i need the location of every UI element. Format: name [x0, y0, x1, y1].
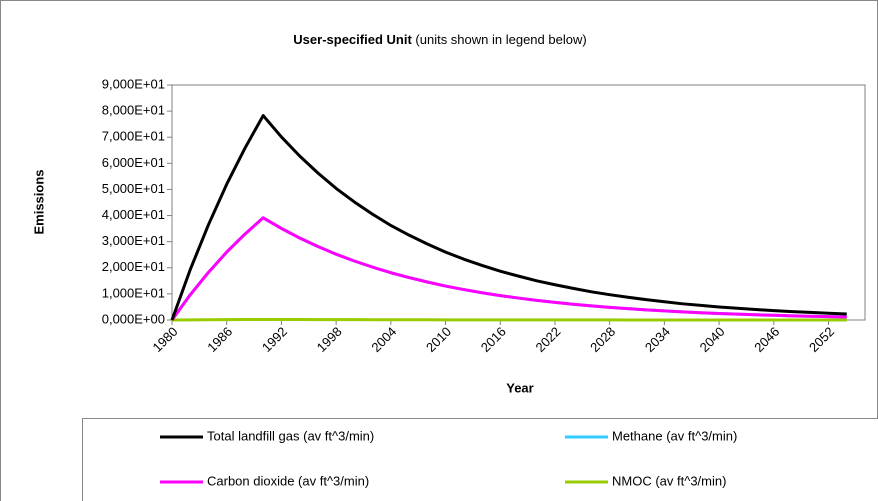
series-line [170, 114, 847, 321]
y-axis-title: Emissions [31, 169, 46, 234]
y-tick-label: 9,000E+01 [102, 76, 165, 91]
legend-label: Methane (av ft^3/min) [612, 428, 737, 443]
y-tick-label: 1,000E+01 [102, 285, 165, 300]
y-tick-label: 6,000E+01 [102, 155, 165, 170]
y-tick-label: 2,000E+01 [102, 259, 165, 274]
legend-label: Total landfill gas (av ft^3/min) [207, 428, 374, 443]
legend-label: NMOC (av ft^3/min) [612, 473, 726, 488]
chart-subtitle: (units shown in legend below) [415, 32, 586, 47]
y-tick-label: 8,000E+01 [102, 103, 165, 118]
legend [82, 418, 878, 501]
y-tick-label: 3,000E+01 [102, 233, 165, 248]
series-line [170, 216, 847, 321]
y-tick-label: 0,000E+00 [102, 311, 165, 326]
y-tick-label: 5,000E+01 [102, 181, 165, 196]
chart-title: User-specified Unit [293, 32, 412, 47]
chart-title-line: User-specified Unit (units shown in lege… [293, 32, 586, 47]
y-tick-label: 7,000E+01 [102, 129, 165, 144]
legend-label: Carbon dioxide (av ft^3/min) [207, 473, 369, 488]
y-tick-label: 4,000E+01 [102, 207, 165, 222]
x-axis-title: Year [506, 380, 533, 395]
series-line [171, 317, 847, 322]
